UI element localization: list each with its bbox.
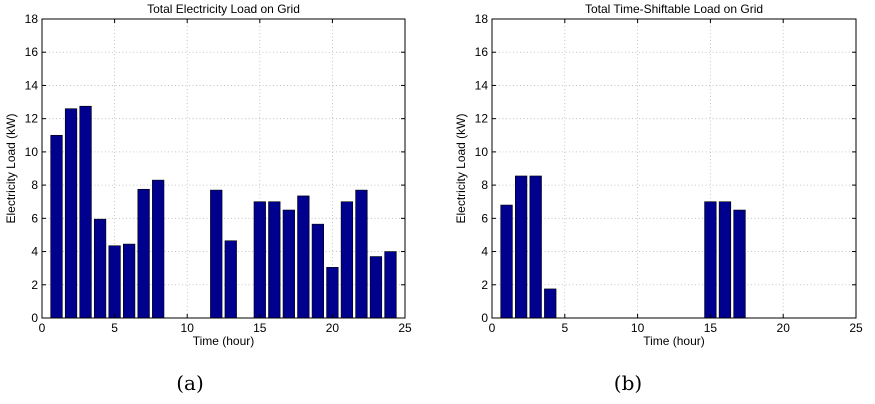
bar: [340, 201, 354, 319]
y-tick-label: 6: [31, 211, 38, 225]
x-tick-label: 25: [849, 321, 863, 335]
y-tick-label: 6: [481, 211, 488, 225]
y-tick-label: 16: [25, 45, 39, 59]
y-tick-label: 0: [31, 311, 38, 325]
y-tick-label: 4: [31, 245, 38, 259]
x-axis-label: Time (hour): [643, 334, 705, 348]
y-tick-label: 2: [481, 278, 488, 292]
bar: [137, 188, 150, 319]
y-tick-label: 10: [475, 145, 489, 159]
x-tick-label: 0: [39, 321, 46, 335]
bar: [718, 201, 732, 319]
bar: [514, 175, 528, 319]
x-tick-label: 5: [561, 321, 568, 335]
bar: [384, 251, 397, 319]
bar: [326, 267, 339, 319]
x-tick-label: 20: [326, 321, 340, 335]
bar: [529, 175, 542, 319]
bar: [253, 201, 266, 319]
plot-area: [492, 19, 856, 318]
chart-panel-b: Total Time-Shiftable Load on Grid Time (…: [454, 2, 863, 395]
panel-caption: (a): [176, 371, 204, 395]
axes-box: [491, 18, 857, 319]
axes-box: [41, 18, 406, 319]
bar: [108, 245, 121, 319]
panel-caption: (b): [614, 371, 642, 395]
y-tick-label: 12: [475, 112, 489, 126]
bar: [79, 105, 92, 319]
y-axis-label: Electricity Load (kW): [4, 113, 18, 223]
bar: [355, 189, 368, 319]
bar: [268, 201, 281, 319]
bar: [152, 179, 165, 319]
x-tick-label: 25: [398, 321, 412, 335]
chart-panel-a: Total Electricity Load on Grid Time (hou…: [4, 2, 412, 395]
bar: [282, 209, 295, 319]
bar: [311, 223, 324, 319]
bar: [544, 288, 557, 319]
bar: [224, 240, 237, 319]
y-tick-label: 10: [25, 145, 39, 159]
y-tick-label: 12: [25, 112, 39, 126]
x-tick-label: 5: [111, 321, 118, 335]
bar: [704, 201, 717, 319]
bar: [500, 204, 513, 319]
x-tick-label: 15: [704, 321, 718, 335]
bar: [93, 218, 107, 319]
x-tick-label: 15: [253, 321, 267, 335]
y-axis-label: Electricity Load (kW): [454, 113, 468, 223]
bar: [123, 243, 136, 319]
bar: [50, 134, 63, 319]
bar: [297, 195, 310, 319]
y-tick-label: 8: [31, 178, 38, 192]
y-tick-label: 14: [25, 78, 39, 92]
chart-title: Total Time-Shiftable Load on Grid: [585, 2, 763, 16]
x-tick-label: 10: [631, 321, 645, 335]
x-tick-label: 0: [489, 321, 496, 335]
bar: [210, 189, 223, 319]
y-tick-label: 8: [481, 178, 488, 192]
y-tick-label: 18: [25, 12, 39, 26]
x-axis-label: Time (hour): [193, 334, 255, 348]
bar: [369, 256, 383, 319]
y-tick-label: 2: [31, 278, 38, 292]
x-tick-label: 10: [181, 321, 195, 335]
y-tick-label: 4: [481, 245, 488, 259]
chart-title: Total Electricity Load on Grid: [147, 2, 300, 16]
bar: [733, 209, 746, 319]
y-tick-label: 14: [475, 78, 489, 92]
x-tick-label: 20: [777, 321, 791, 335]
y-tick-label: 18: [475, 12, 489, 26]
y-tick-label: 16: [475, 45, 489, 59]
y-tick-label: 0: [481, 311, 488, 325]
bar: [64, 108, 78, 319]
